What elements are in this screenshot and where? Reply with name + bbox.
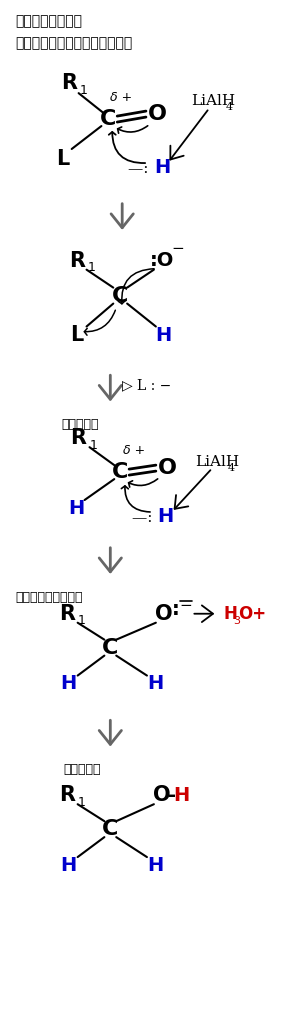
Text: O: O	[148, 104, 167, 124]
Text: R: R	[59, 604, 75, 623]
Text: :: :	[172, 600, 179, 619]
Text: H: H	[173, 786, 190, 805]
Text: H: H	[156, 326, 172, 345]
Text: O: O	[158, 458, 177, 479]
Text: H: H	[61, 674, 77, 693]
Text: —:: —:	[128, 162, 153, 176]
Text: 1: 1	[89, 439, 97, 452]
Text: δ +: δ +	[110, 90, 132, 104]
Text: ▷ L : −: ▷ L : −	[122, 378, 171, 392]
Text: C: C	[112, 286, 128, 306]
Text: R: R	[59, 786, 75, 805]
Text: H: H	[68, 498, 85, 518]
Text: C: C	[102, 820, 119, 839]
Text: O+: O+	[238, 605, 266, 622]
Text: H: H	[223, 605, 237, 622]
Text: 1: 1	[80, 83, 87, 97]
Text: L: L	[56, 149, 69, 169]
Text: LiAlH: LiAlH	[196, 455, 240, 469]
Text: H: H	[158, 507, 174, 527]
Text: アミド以外のカルボン酸誘導体: アミド以外のカルボン酸誘導体	[15, 36, 132, 50]
Text: C: C	[100, 109, 117, 129]
Text: 1: 1	[78, 796, 85, 808]
Text: R: R	[61, 73, 77, 93]
Text: L: L	[70, 326, 83, 345]
Text: O: O	[153, 786, 171, 805]
Text: H: H	[155, 158, 171, 178]
Text: :O: :O	[150, 252, 174, 270]
Text: H: H	[61, 855, 77, 875]
Text: R: R	[69, 251, 85, 271]
Text: 1: 1	[87, 261, 95, 274]
Text: R: R	[71, 428, 87, 448]
Text: 4: 4	[228, 463, 235, 473]
Text: カルボン酸または: カルボン酸または	[15, 14, 82, 29]
Text: 1: 1	[78, 614, 85, 627]
Text: H: H	[148, 855, 164, 875]
Text: アルコール: アルコール	[64, 763, 101, 775]
Text: −: −	[171, 241, 184, 256]
Text: H: H	[148, 674, 164, 693]
Text: アルデヒド: アルデヒド	[62, 418, 99, 430]
Text: -: -	[168, 786, 176, 805]
Text: −: −	[179, 599, 192, 613]
Text: C: C	[112, 462, 128, 482]
Text: δ +: δ +	[123, 444, 145, 457]
Text: —:: —:	[132, 511, 157, 525]
Text: C: C	[102, 638, 119, 657]
Text: 4: 4	[226, 102, 233, 112]
Text: 3: 3	[233, 616, 240, 625]
Text: アルコキシドイオン: アルコキシドイオン	[15, 592, 83, 604]
Text: LiAlH: LiAlH	[192, 94, 236, 108]
Text: O: O	[155, 604, 173, 623]
